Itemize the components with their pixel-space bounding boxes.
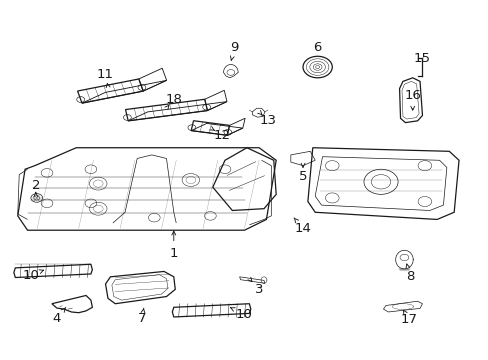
Text: 12: 12 [214, 129, 231, 142]
Text: 16: 16 [404, 89, 420, 102]
Text: 4: 4 [53, 311, 61, 325]
Text: 2: 2 [32, 179, 40, 192]
Text: 9: 9 [230, 41, 239, 54]
Text: 14: 14 [294, 222, 311, 235]
Text: 10: 10 [236, 308, 252, 321]
Text: 3: 3 [254, 283, 263, 296]
Text: 7: 7 [138, 311, 146, 325]
Text: 8: 8 [405, 270, 414, 283]
Text: 1: 1 [169, 247, 178, 260]
Text: 6: 6 [313, 41, 321, 54]
Text: 10: 10 [22, 269, 39, 282]
Text: 15: 15 [413, 51, 430, 64]
Text: 5: 5 [298, 170, 306, 183]
Text: 11: 11 [97, 68, 114, 81]
Text: 18: 18 [165, 93, 182, 106]
Text: 17: 17 [400, 313, 417, 327]
Text: 13: 13 [259, 114, 276, 127]
